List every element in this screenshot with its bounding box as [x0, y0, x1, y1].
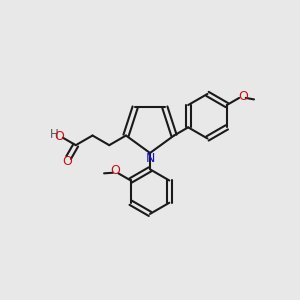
Text: O: O — [62, 155, 72, 168]
Text: O: O — [54, 130, 64, 143]
Text: O: O — [110, 164, 120, 177]
Text: N: N — [146, 152, 156, 165]
Text: H: H — [50, 128, 58, 141]
Text: O: O — [238, 90, 248, 103]
